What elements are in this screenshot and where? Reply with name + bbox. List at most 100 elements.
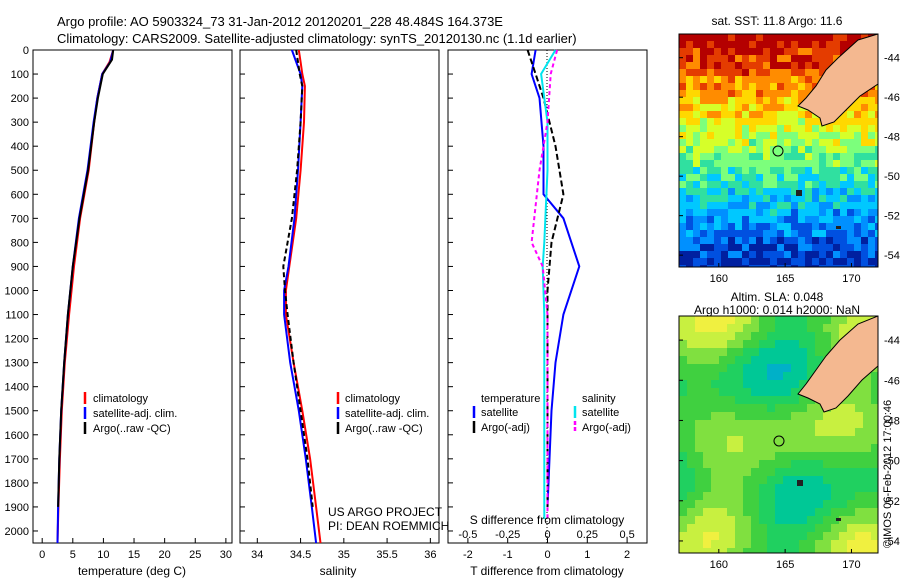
sst-cell xyxy=(819,146,826,153)
sst-cell xyxy=(735,34,742,41)
sla-cell xyxy=(855,492,863,500)
sla-cell xyxy=(743,508,751,516)
sst-cell xyxy=(791,167,798,174)
sla-cell xyxy=(727,388,735,396)
sst-cell xyxy=(756,125,763,132)
sst-cell xyxy=(756,167,763,174)
sla-cell xyxy=(807,436,815,444)
sst-cell xyxy=(721,90,728,97)
sst-cell xyxy=(679,118,686,125)
sst-cell xyxy=(735,244,742,251)
sla-cell xyxy=(863,436,871,444)
sst-cell xyxy=(728,97,735,104)
sst-cell xyxy=(833,146,840,153)
sla-cell xyxy=(751,404,759,412)
sla-cell xyxy=(839,468,847,476)
sst-cell xyxy=(763,202,770,209)
sla-cell xyxy=(687,356,695,364)
sst-cell xyxy=(693,251,700,258)
sst-cell xyxy=(777,216,784,223)
sst-cell xyxy=(749,265,756,267)
sla-cell xyxy=(871,460,878,468)
x-tick-label: 10 xyxy=(97,549,109,561)
x-tick-label: 34 xyxy=(251,549,263,561)
sst-cell xyxy=(756,62,763,69)
sst-cell xyxy=(826,265,833,267)
sla-cell xyxy=(807,372,815,380)
sla-cell xyxy=(695,356,703,364)
sla-cell xyxy=(687,508,695,516)
sst-cell xyxy=(791,125,798,132)
sst-cell xyxy=(833,174,840,181)
sst-cell xyxy=(749,153,756,160)
y-tick-label: 2000 xyxy=(5,526,29,538)
sla-cell xyxy=(687,372,695,380)
sla-cell xyxy=(775,484,783,492)
sst-cell xyxy=(749,258,756,265)
sla-cell xyxy=(871,508,878,516)
sst-cell xyxy=(714,62,721,69)
sst-cell xyxy=(749,90,756,97)
sla-cell xyxy=(775,388,783,396)
sst-cell xyxy=(749,48,756,55)
sst-cell xyxy=(693,153,700,160)
sst-cell xyxy=(868,258,875,265)
sst-cell xyxy=(819,188,826,195)
sst-cell xyxy=(721,34,728,41)
sst-cell xyxy=(728,181,735,188)
sst-cell xyxy=(812,132,819,139)
sst-cell xyxy=(777,132,784,139)
sla-cell xyxy=(679,316,687,324)
sst-cell xyxy=(784,55,791,62)
sst-cell xyxy=(812,153,819,160)
argo-position-marker xyxy=(772,145,784,157)
sst-cell xyxy=(784,125,791,132)
lon-tick-label: 160 xyxy=(710,559,728,571)
sst-cell xyxy=(805,188,812,195)
sst-cell xyxy=(686,83,693,90)
sst-cell xyxy=(707,244,714,251)
sst-cell xyxy=(714,97,721,104)
sla-map-title-1: Altim. SLA: 0.048 xyxy=(731,290,824,304)
sla-cell xyxy=(831,412,839,420)
sst-cell xyxy=(721,62,728,69)
sla-cell xyxy=(711,436,719,444)
sla-cell xyxy=(791,340,799,348)
sst-cell xyxy=(875,83,878,90)
sst-cell xyxy=(826,188,833,195)
sla-cell xyxy=(759,356,767,364)
difference-panel: -2 -1 0 1 2-0.5 -0.25 0 0.25 0.5 T difference fr… xyxy=(447,49,648,578)
sst-cell xyxy=(714,153,721,160)
sst-cell xyxy=(742,111,749,118)
sst-cell xyxy=(791,195,798,202)
sst-cell xyxy=(735,111,742,118)
sla-cell xyxy=(775,508,783,516)
sst-cell xyxy=(791,76,798,83)
sst-cell xyxy=(861,174,868,181)
sla-cell xyxy=(743,396,751,404)
sla-cell xyxy=(767,548,775,553)
sla-cell xyxy=(775,468,783,476)
y-tick-label: 1500 xyxy=(5,406,29,418)
sla-cell xyxy=(695,412,703,420)
sla-cell xyxy=(727,484,735,492)
sst-cell xyxy=(749,132,756,139)
sla-cell xyxy=(727,428,735,436)
sst-cell xyxy=(686,62,693,69)
sst-cell xyxy=(770,118,777,125)
sst-cell xyxy=(805,237,812,244)
sla-cell xyxy=(783,444,791,452)
sst-cell xyxy=(749,230,756,237)
sst-cell xyxy=(686,76,693,83)
sst-cell xyxy=(784,118,791,125)
sst-cell xyxy=(777,195,784,202)
sst-cell xyxy=(728,146,735,153)
sst-cell xyxy=(819,153,826,160)
sst-cell xyxy=(700,146,707,153)
sst-cell xyxy=(763,118,770,125)
sst-cell xyxy=(679,139,686,146)
legend-label-t-satellite: satellite xyxy=(481,407,518,419)
sst-cell xyxy=(819,265,826,267)
sst-cell xyxy=(728,251,735,258)
sla-cell xyxy=(775,420,783,428)
